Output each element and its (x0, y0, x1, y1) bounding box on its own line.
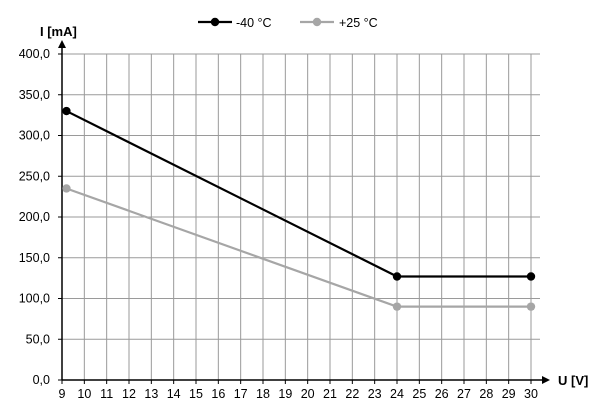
x-tick-label: 18 (256, 387, 270, 401)
y-axis-arrow (58, 40, 66, 48)
x-tick-label: 13 (144, 387, 158, 401)
x-tick-label: 15 (189, 387, 203, 401)
data-point (62, 106, 71, 116)
x-axis-arrow (542, 376, 550, 384)
data-point (526, 302, 536, 311)
y-tick-label: 400,0 (19, 47, 50, 61)
data-point (392, 272, 402, 281)
x-axis-label: U [V] (558, 373, 588, 388)
x-tick-label: 28 (479, 387, 493, 401)
x-tick-label: 24 (390, 387, 404, 401)
y-tick-label: 200,0 (19, 210, 50, 224)
y-tick-label: 300,0 (19, 129, 50, 143)
x-tick-label: 16 (211, 387, 225, 401)
x-tick-label: 12 (122, 387, 136, 401)
y-tick-label: 250,0 (19, 169, 50, 183)
tick-labels: 9 10 11 12 13 14 15 16 17 18 19 20 21 22 23 24 25 26 27 28 2… (19, 47, 538, 401)
y-tick-label: 350,0 (19, 88, 50, 102)
legend-swatch-marker (312, 17, 322, 27)
x-tick-label: 30 (524, 387, 538, 401)
y-tick-label: 0,0 (33, 373, 50, 387)
data-point (526, 272, 536, 281)
y-tick-label: 100,0 (19, 292, 50, 306)
x-tick-label: 10 (77, 387, 91, 401)
x-tick-label: 14 (167, 387, 181, 401)
x-tick-label: 23 (368, 387, 382, 401)
legend-label: +25 °C (339, 16, 378, 30)
y-tick-label: 50,0 (26, 332, 50, 346)
x-tick-label: 26 (435, 387, 449, 401)
x-tick-label: 9 (59, 387, 66, 401)
data-point (392, 302, 402, 311)
grid (62, 53, 540, 380)
x-tick-label: 21 (323, 387, 337, 401)
legend-label: -40 °C (236, 16, 272, 30)
x-tick-label: 11 (100, 387, 113, 401)
x-tick-label: 17 (234, 387, 248, 401)
x-tick-label: 19 (278, 387, 292, 401)
x-tick-label: 25 (412, 387, 426, 401)
data-point (62, 184, 71, 193)
series-line (66, 187, 531, 308)
y-axis-label: I [mA] (40, 24, 77, 39)
x-tick-label: 27 (457, 387, 471, 401)
axes (58, 40, 550, 384)
x-tick-label: 22 (345, 387, 359, 401)
legend: -40 °C +25 °C (198, 16, 378, 30)
x-tick-label: 29 (502, 387, 516, 401)
series-group (62, 106, 536, 311)
x-tick-label: 20 (301, 387, 315, 401)
legend-swatch-marker (210, 17, 220, 27)
y-tick-label: 150,0 (19, 251, 50, 265)
